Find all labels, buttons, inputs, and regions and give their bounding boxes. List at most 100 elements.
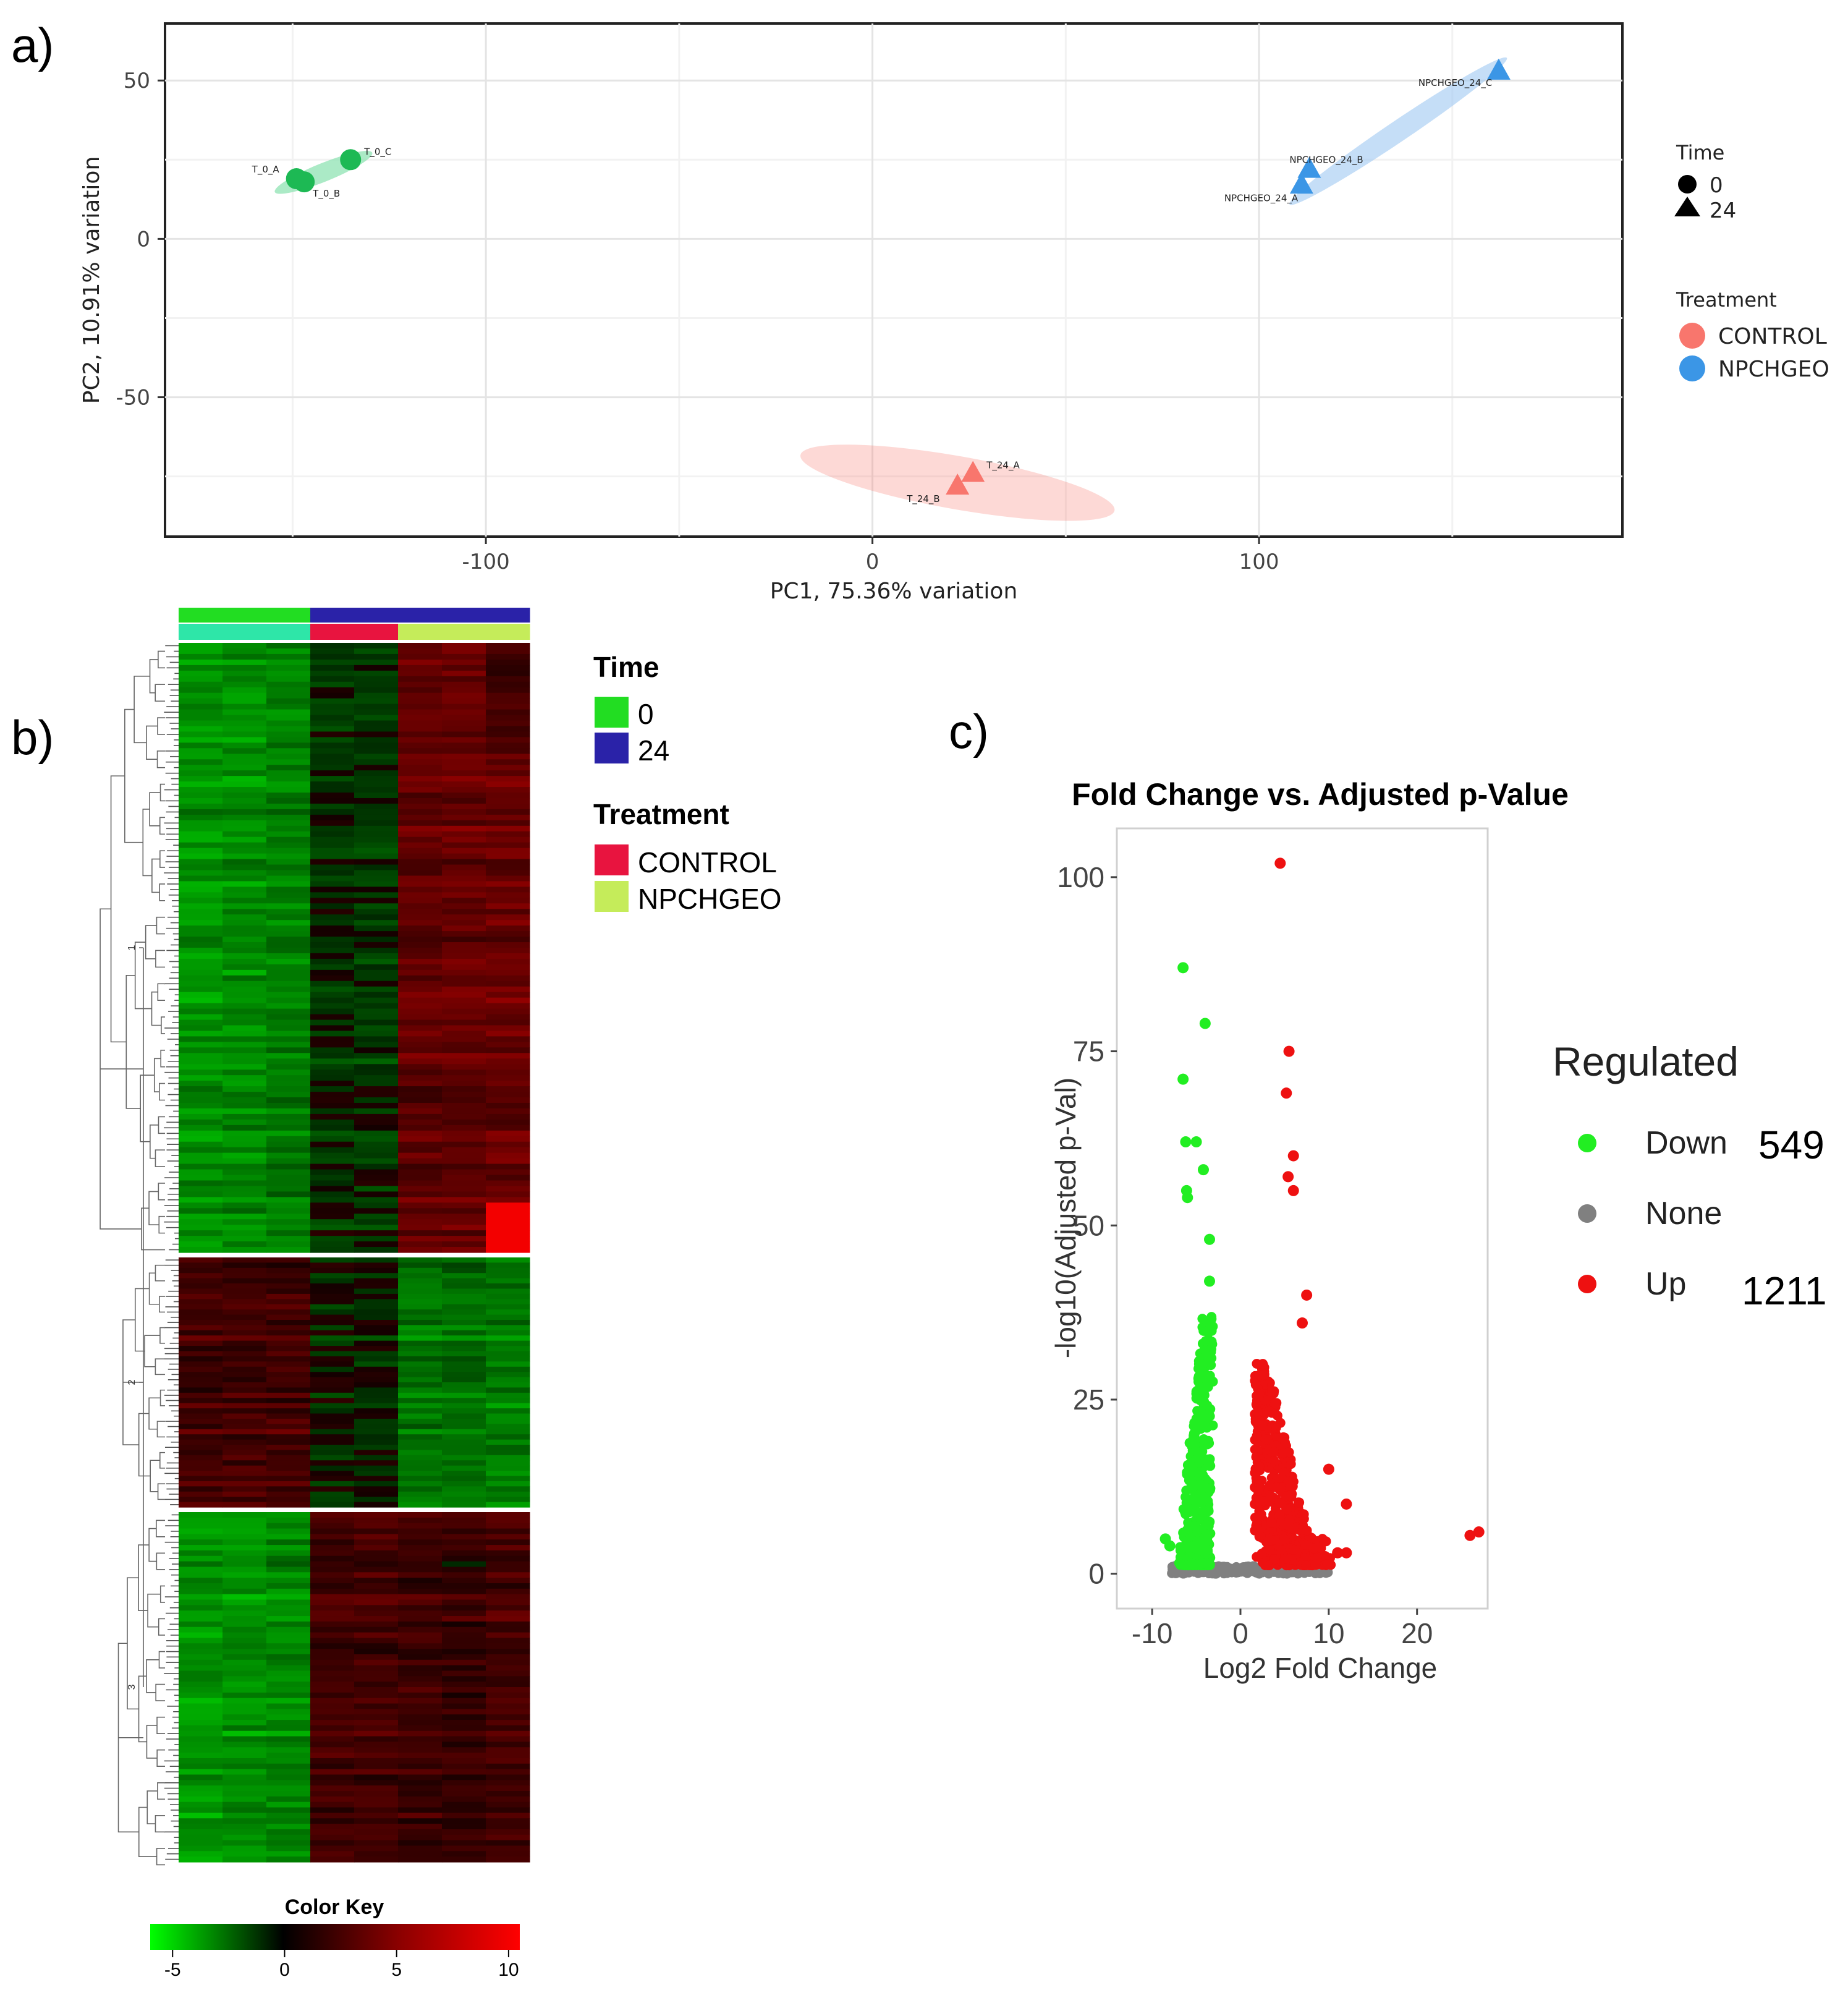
heatmap-cell bbox=[354, 1382, 399, 1388]
heatmap-cell bbox=[486, 881, 530, 887]
heatmap-cell bbox=[354, 1578, 399, 1584]
heatmap-cell bbox=[398, 1236, 443, 1242]
heatmap-cell bbox=[486, 1460, 530, 1466]
heatmap-cell bbox=[486, 1408, 530, 1414]
volcano-point-down bbox=[1199, 1018, 1211, 1029]
heatmap-cell bbox=[310, 842, 355, 849]
heatmap-cell bbox=[486, 1356, 530, 1362]
heatmap-cell bbox=[398, 670, 443, 677]
heatmap-cell bbox=[486, 1202, 530, 1209]
heatmap-cell bbox=[179, 1014, 223, 1021]
row-cluster-label: 2 bbox=[127, 1379, 137, 1385]
heatmap-cell bbox=[310, 1356, 355, 1362]
heatmap-cell bbox=[486, 754, 530, 760]
heatmap-cell bbox=[310, 997, 355, 1004]
heatmap-cell bbox=[179, 781, 223, 788]
heatmap-cell bbox=[310, 1340, 355, 1346]
heatmap-cell bbox=[354, 1208, 399, 1214]
heatmap-cell bbox=[442, 1335, 486, 1342]
dendrogram-branch bbox=[158, 1183, 165, 1201]
heatmap-cell bbox=[266, 914, 311, 921]
heatmap-cell bbox=[310, 1042, 355, 1048]
heatmap-cell bbox=[179, 1813, 223, 1819]
heatmap-cell bbox=[310, 1309, 355, 1316]
heatmap-cell bbox=[310, 787, 355, 793]
heatmap-cell bbox=[486, 665, 530, 671]
heatmap-cell bbox=[223, 1042, 267, 1048]
heatmap-cell bbox=[442, 1445, 486, 1451]
heatmap-cell bbox=[354, 1125, 399, 1131]
heatmap-cell bbox=[179, 969, 223, 976]
heatmap-cell bbox=[223, 1736, 267, 1743]
heatmap-cell bbox=[442, 759, 486, 765]
heatmap-cell bbox=[486, 1703, 530, 1709]
heatmap-cell bbox=[310, 875, 355, 882]
heatmap-cell bbox=[354, 875, 399, 882]
heatmap-cell bbox=[310, 1314, 355, 1320]
heatmap-cell bbox=[310, 836, 355, 843]
heatmap-cell bbox=[486, 1086, 530, 1092]
heatmap-cell bbox=[442, 809, 486, 815]
heatmap-cell bbox=[179, 809, 223, 815]
heatmap-cell bbox=[266, 1102, 311, 1109]
color-key-tick-label: -5 bbox=[164, 1960, 181, 1980]
heatmap-cell bbox=[223, 1351, 267, 1357]
heatmap-cell bbox=[223, 726, 267, 733]
heatmap-cell bbox=[398, 1455, 443, 1461]
heatmap-cell bbox=[266, 969, 311, 976]
volcano-point-up bbox=[1278, 1545, 1288, 1555]
pca-point-label: NPCHGEO_24_B bbox=[1289, 155, 1363, 166]
heatmap-cell bbox=[486, 1241, 530, 1248]
heatmap-cell bbox=[398, 1361, 443, 1367]
heatmap-cell bbox=[266, 975, 311, 982]
dendrogram-branch bbox=[156, 1749, 165, 1767]
heatmap-cell bbox=[486, 1293, 530, 1299]
color-key-title: Color Key bbox=[285, 1895, 384, 1919]
heatmap-cell bbox=[486, 1824, 530, 1830]
heatmap-cell bbox=[223, 1320, 267, 1326]
heatmap-cell bbox=[486, 1304, 530, 1310]
heatmap-cell bbox=[398, 1555, 443, 1562]
pca-point-label: NPCHGEO_24_A bbox=[1224, 192, 1299, 204]
heatmap-cell bbox=[266, 870, 311, 877]
heatmap-cell bbox=[486, 1325, 530, 1331]
heatmap-cell bbox=[310, 1670, 355, 1677]
heatmap-cell bbox=[442, 1175, 486, 1181]
heatmap-cell bbox=[179, 1840, 223, 1847]
heatmap-cell bbox=[266, 681, 311, 688]
pca-legend-time-title: Time bbox=[1676, 141, 1724, 164]
pca-x-tick-label: 0 bbox=[866, 550, 879, 574]
volcano-point-up bbox=[1300, 1539, 1311, 1550]
heatmap-cell bbox=[310, 1225, 355, 1231]
heatmap-cell bbox=[223, 1366, 267, 1372]
heatmap-cell bbox=[223, 1796, 267, 1803]
heatmap-cell bbox=[310, 737, 355, 743]
heatmap-cell bbox=[398, 997, 443, 1004]
heatmap-cell bbox=[223, 1491, 267, 1497]
heatmap-cell bbox=[398, 754, 443, 760]
heatmap-cell bbox=[442, 1583, 486, 1589]
heatmap-cell bbox=[266, 1191, 311, 1197]
heatmap-cell bbox=[223, 820, 267, 827]
heatmap-cells bbox=[179, 643, 530, 1863]
time-annotation-cell bbox=[266, 608, 311, 623]
heatmap-cell bbox=[310, 1769, 355, 1775]
heatmap-cell bbox=[442, 1845, 486, 1852]
heatmap-cell bbox=[354, 1725, 399, 1732]
heatmap-cell bbox=[266, 1262, 311, 1269]
heatmap-cell bbox=[398, 1418, 443, 1424]
heatmap-cell bbox=[398, 1086, 443, 1092]
heatmap-cell bbox=[442, 1008, 486, 1015]
heatmap-cell bbox=[486, 720, 530, 727]
heatmap-cell bbox=[223, 1670, 267, 1677]
heatmap-cell bbox=[486, 698, 530, 705]
dendrogram-branch bbox=[155, 1683, 165, 1701]
heatmap-cell bbox=[442, 920, 486, 926]
heatmap-cell bbox=[354, 1801, 399, 1808]
heatmap-cell bbox=[486, 1191, 530, 1197]
dendrogram-branch bbox=[157, 1782, 165, 1800]
heatmap-cell bbox=[354, 1813, 399, 1819]
heatmap-cell bbox=[310, 1236, 355, 1242]
heatmap-cell bbox=[310, 1136, 355, 1142]
heatmap-cell bbox=[223, 1455, 267, 1461]
